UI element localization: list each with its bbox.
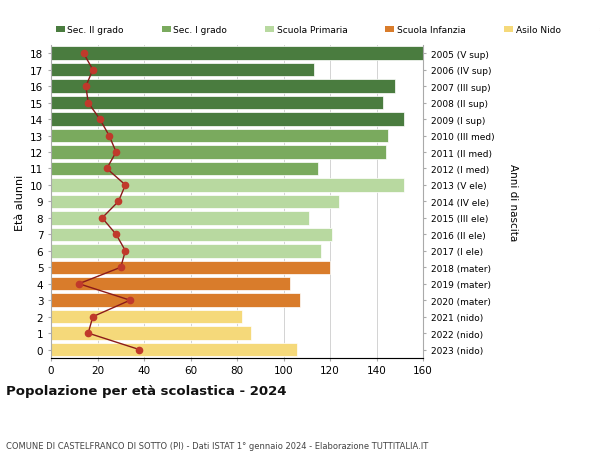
Y-axis label: Età alunni: Età alunni <box>14 174 25 230</box>
Bar <box>51 47 430 61</box>
Bar <box>51 113 404 127</box>
Bar <box>51 80 395 94</box>
Bar <box>51 146 386 159</box>
Bar <box>51 228 332 241</box>
Bar <box>51 212 309 225</box>
Bar <box>51 294 300 307</box>
Bar <box>51 245 321 258</box>
Bar <box>51 162 319 176</box>
Bar <box>51 277 290 291</box>
Bar <box>51 310 242 324</box>
Bar <box>51 97 383 110</box>
Bar <box>51 327 251 340</box>
Y-axis label: Anni di nascita: Anni di nascita <box>508 163 518 241</box>
Bar <box>51 64 314 77</box>
Bar <box>51 129 388 143</box>
Bar <box>51 195 340 209</box>
Text: Popolazione per età scolastica - 2024: Popolazione per età scolastica - 2024 <box>6 384 287 397</box>
Legend: Sec. II grado, Sec. I grado, Scuola Primaria, Scuola Infanzia, Asilo Nido, Stran: Sec. II grado, Sec. I grado, Scuola Prim… <box>56 26 600 35</box>
Bar <box>51 179 404 192</box>
Text: COMUNE DI CASTELFRANCO DI SOTTO (PI) - Dati ISTAT 1° gennaio 2024 - Elaborazione: COMUNE DI CASTELFRANCO DI SOTTO (PI) - D… <box>6 441 428 450</box>
Bar <box>51 261 330 274</box>
Bar <box>51 343 298 357</box>
